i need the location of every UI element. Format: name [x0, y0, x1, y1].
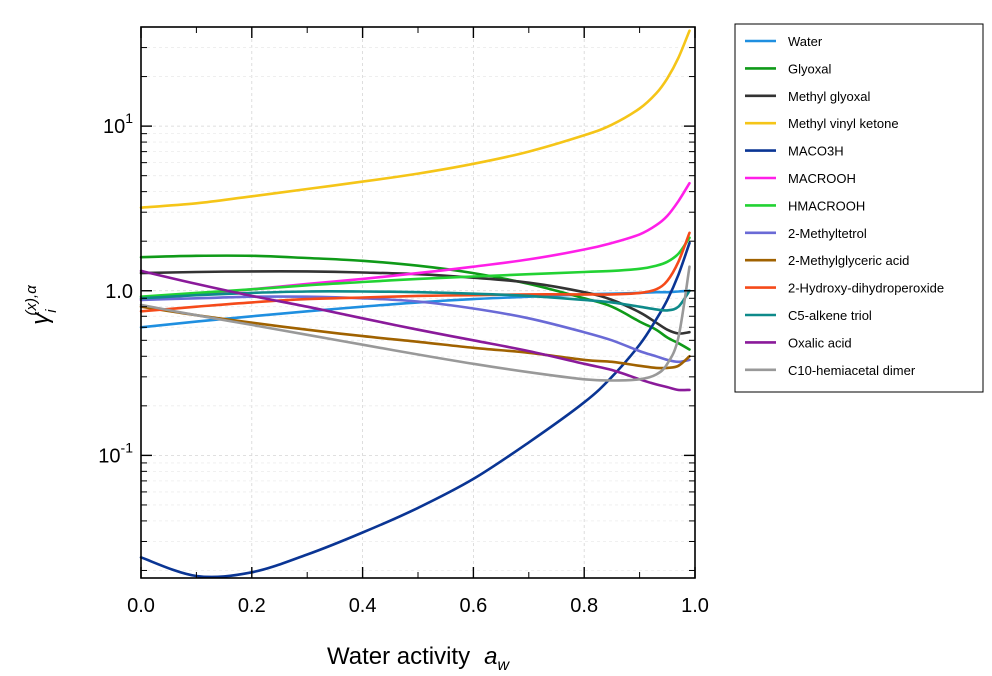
legend-label: HMACROOH [788, 198, 865, 213]
series-line-2-methyltetrol [139, 295, 691, 364]
legend: Water Glyoxal Methyl glyoxal Methyl vinyl k… [734, 23, 984, 393]
legend-label: Methyl vinyl ketone [788, 116, 899, 131]
series-line-maco3h [139, 241, 691, 579]
legend-label: Water [788, 34, 823, 49]
x-tick-label: 0.6 [459, 595, 487, 617]
legend-label: Glyoxal [788, 61, 831, 76]
legend-frame [734, 23, 984, 393]
tick-labels: 0.0 0.2 0.4 0.6 0.8 1.0 101 1.0 10-1 [98, 110, 709, 617]
series-lines [139, 29, 691, 579]
series-line-2-methylglyceric-acid [139, 305, 691, 370]
legend-label: C5-alkene triol [788, 308, 872, 323]
series-line-2-hydroxy-dihydroperoxide [139, 231, 691, 313]
legend-label: 2-Methylglyceric acid [788, 253, 909, 268]
legend-label: MACROOH [788, 171, 856, 186]
series-line-c5-alkene-triol [139, 289, 691, 312]
x-axis-title: Water activity aw [327, 643, 511, 674]
series-line-methyl-glyoxal [139, 270, 691, 335]
series-line-hmacrooh [139, 236, 691, 298]
x-tick-label: 1.0 [681, 595, 709, 617]
legend-label: 2-Hydroxy-dihydroperoxide [788, 281, 944, 296]
legend-label: 2-Methyltetrol [788, 226, 867, 241]
y-tick-label: 1.0 [105, 281, 133, 303]
x-tick-label: 0.2 [238, 595, 266, 617]
legend-label: MACO3H [788, 144, 844, 159]
series-line-methyl-vinyl-ketone [139, 29, 691, 209]
legend-label: Oxalic acid [788, 335, 852, 350]
axis-ticks [140, 26, 696, 578]
series-line-oxalic-acid [139, 269, 691, 392]
series-line-c10-hemiacetal-dimer [139, 265, 691, 382]
x-tick-label: 0.8 [570, 595, 598, 617]
legend-label: C10-hemiacetal dimer [788, 363, 916, 378]
y-tick-label: 10-1 [98, 439, 133, 467]
legend-label: Methyl glyoxal [788, 89, 870, 104]
x-tick-label: 0.4 [349, 595, 377, 617]
y-tick-label: 101 [103, 110, 133, 138]
y-axis-title: γi(x),α [23, 285, 60, 325]
grid-lines [141, 26, 695, 578]
x-tick-label: 0.0 [127, 595, 155, 617]
